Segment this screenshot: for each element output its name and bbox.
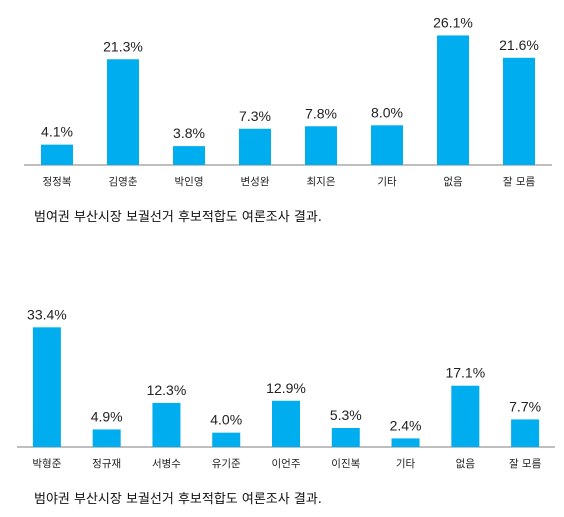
bar-2 [92, 429, 121, 447]
value-label: 4.1% [41, 124, 73, 140]
value-label: 17.1% [445, 365, 485, 381]
value-label: 3.8% [173, 125, 205, 141]
category-label: 잘 모름 [509, 458, 542, 470]
value-label: 8.0% [371, 104, 403, 120]
category-label: 유기준 [212, 458, 241, 470]
chart-pan-opposition: 33.4% 박형준 4.9% 정규재 12.3% 서병수 4.0% 유기준 12.9% 이언주 5.… [0, 290, 564, 480]
chart-pan-ruling: 4.1% 정정복 21.3% 김영춘 3.8% 박인영 7.3% 변성완 7.8% 최지은 8.0%… [0, 0, 564, 200]
bar-5 [305, 126, 337, 165]
chart-caption-ruling: 범여권 부산시장 보궐선거 후보적합도 여론조사 결과. [34, 210, 322, 225]
value-label: 12.3% [147, 382, 187, 398]
value-label: 21.3% [103, 38, 143, 54]
value-label: 7.3% [239, 108, 271, 124]
bar-4 [212, 432, 241, 447]
bar-7 [437, 35, 469, 165]
bar-1 [41, 144, 73, 165]
bar-chart-ruling: 4.1% 정정복 21.3% 김영춘 3.8% 박인영 7.3% 변성완 7.8% 최지은 8.0%… [24, 14, 552, 188]
bar-2 [107, 59, 139, 166]
category-label: 박인영 [175, 176, 204, 188]
value-label: 5.3% [330, 407, 362, 423]
category-label: 없음 [456, 457, 476, 470]
category-label: 이진복 [331, 458, 360, 470]
category-label: 김영춘 [109, 176, 138, 188]
category-label: 기타 [396, 458, 416, 470]
category-label: 서병수 [152, 458, 181, 470]
bar-7 [391, 438, 420, 447]
chart-caption-opposition: 범야권 부산시장 보궐선거 후보적합도 여론조사 결과. [34, 492, 322, 507]
category-label: 잘 모름 [503, 176, 536, 188]
bar-chart-opposition: 33.4% 박형준 4.9% 정규재 12.3% 서병수 4.0% 유기준 12.9% 이언주 5.… [17, 306, 555, 470]
bar-6 [331, 428, 360, 447]
value-label: 4.0% [210, 412, 242, 428]
bar-5 [272, 400, 300, 447]
category-label: 이언주 [272, 458, 301, 470]
category-label: 기타 [377, 176, 397, 188]
value-label: 26.1% [433, 14, 473, 30]
category-label: 변성완 [241, 175, 270, 188]
category-label: 정정복 [43, 176, 72, 188]
category-label: 없음 [443, 175, 463, 188]
category-label: 정규재 [92, 458, 121, 470]
value-label: 33.4% [27, 306, 67, 322]
bar-8 [451, 385, 480, 447]
category-label: 박형준 [32, 458, 61, 470]
bar-8 [503, 57, 535, 166]
bar-3 [152, 402, 181, 447]
bar-9 [511, 419, 540, 447]
bar-1 [32, 327, 61, 447]
value-label: 12.9% [266, 380, 306, 396]
value-label: 4.9% [91, 408, 123, 424]
value-label: 7.8% [305, 105, 337, 121]
bar-3 [173, 146, 205, 165]
bar-4 [239, 128, 271, 165]
value-label: 21.6% [499, 37, 539, 53]
category-label: 최지은 [307, 176, 336, 188]
value-label: 2.4% [390, 417, 422, 433]
bar-6 [371, 125, 403, 165]
value-label: 7.7% [509, 398, 541, 414]
